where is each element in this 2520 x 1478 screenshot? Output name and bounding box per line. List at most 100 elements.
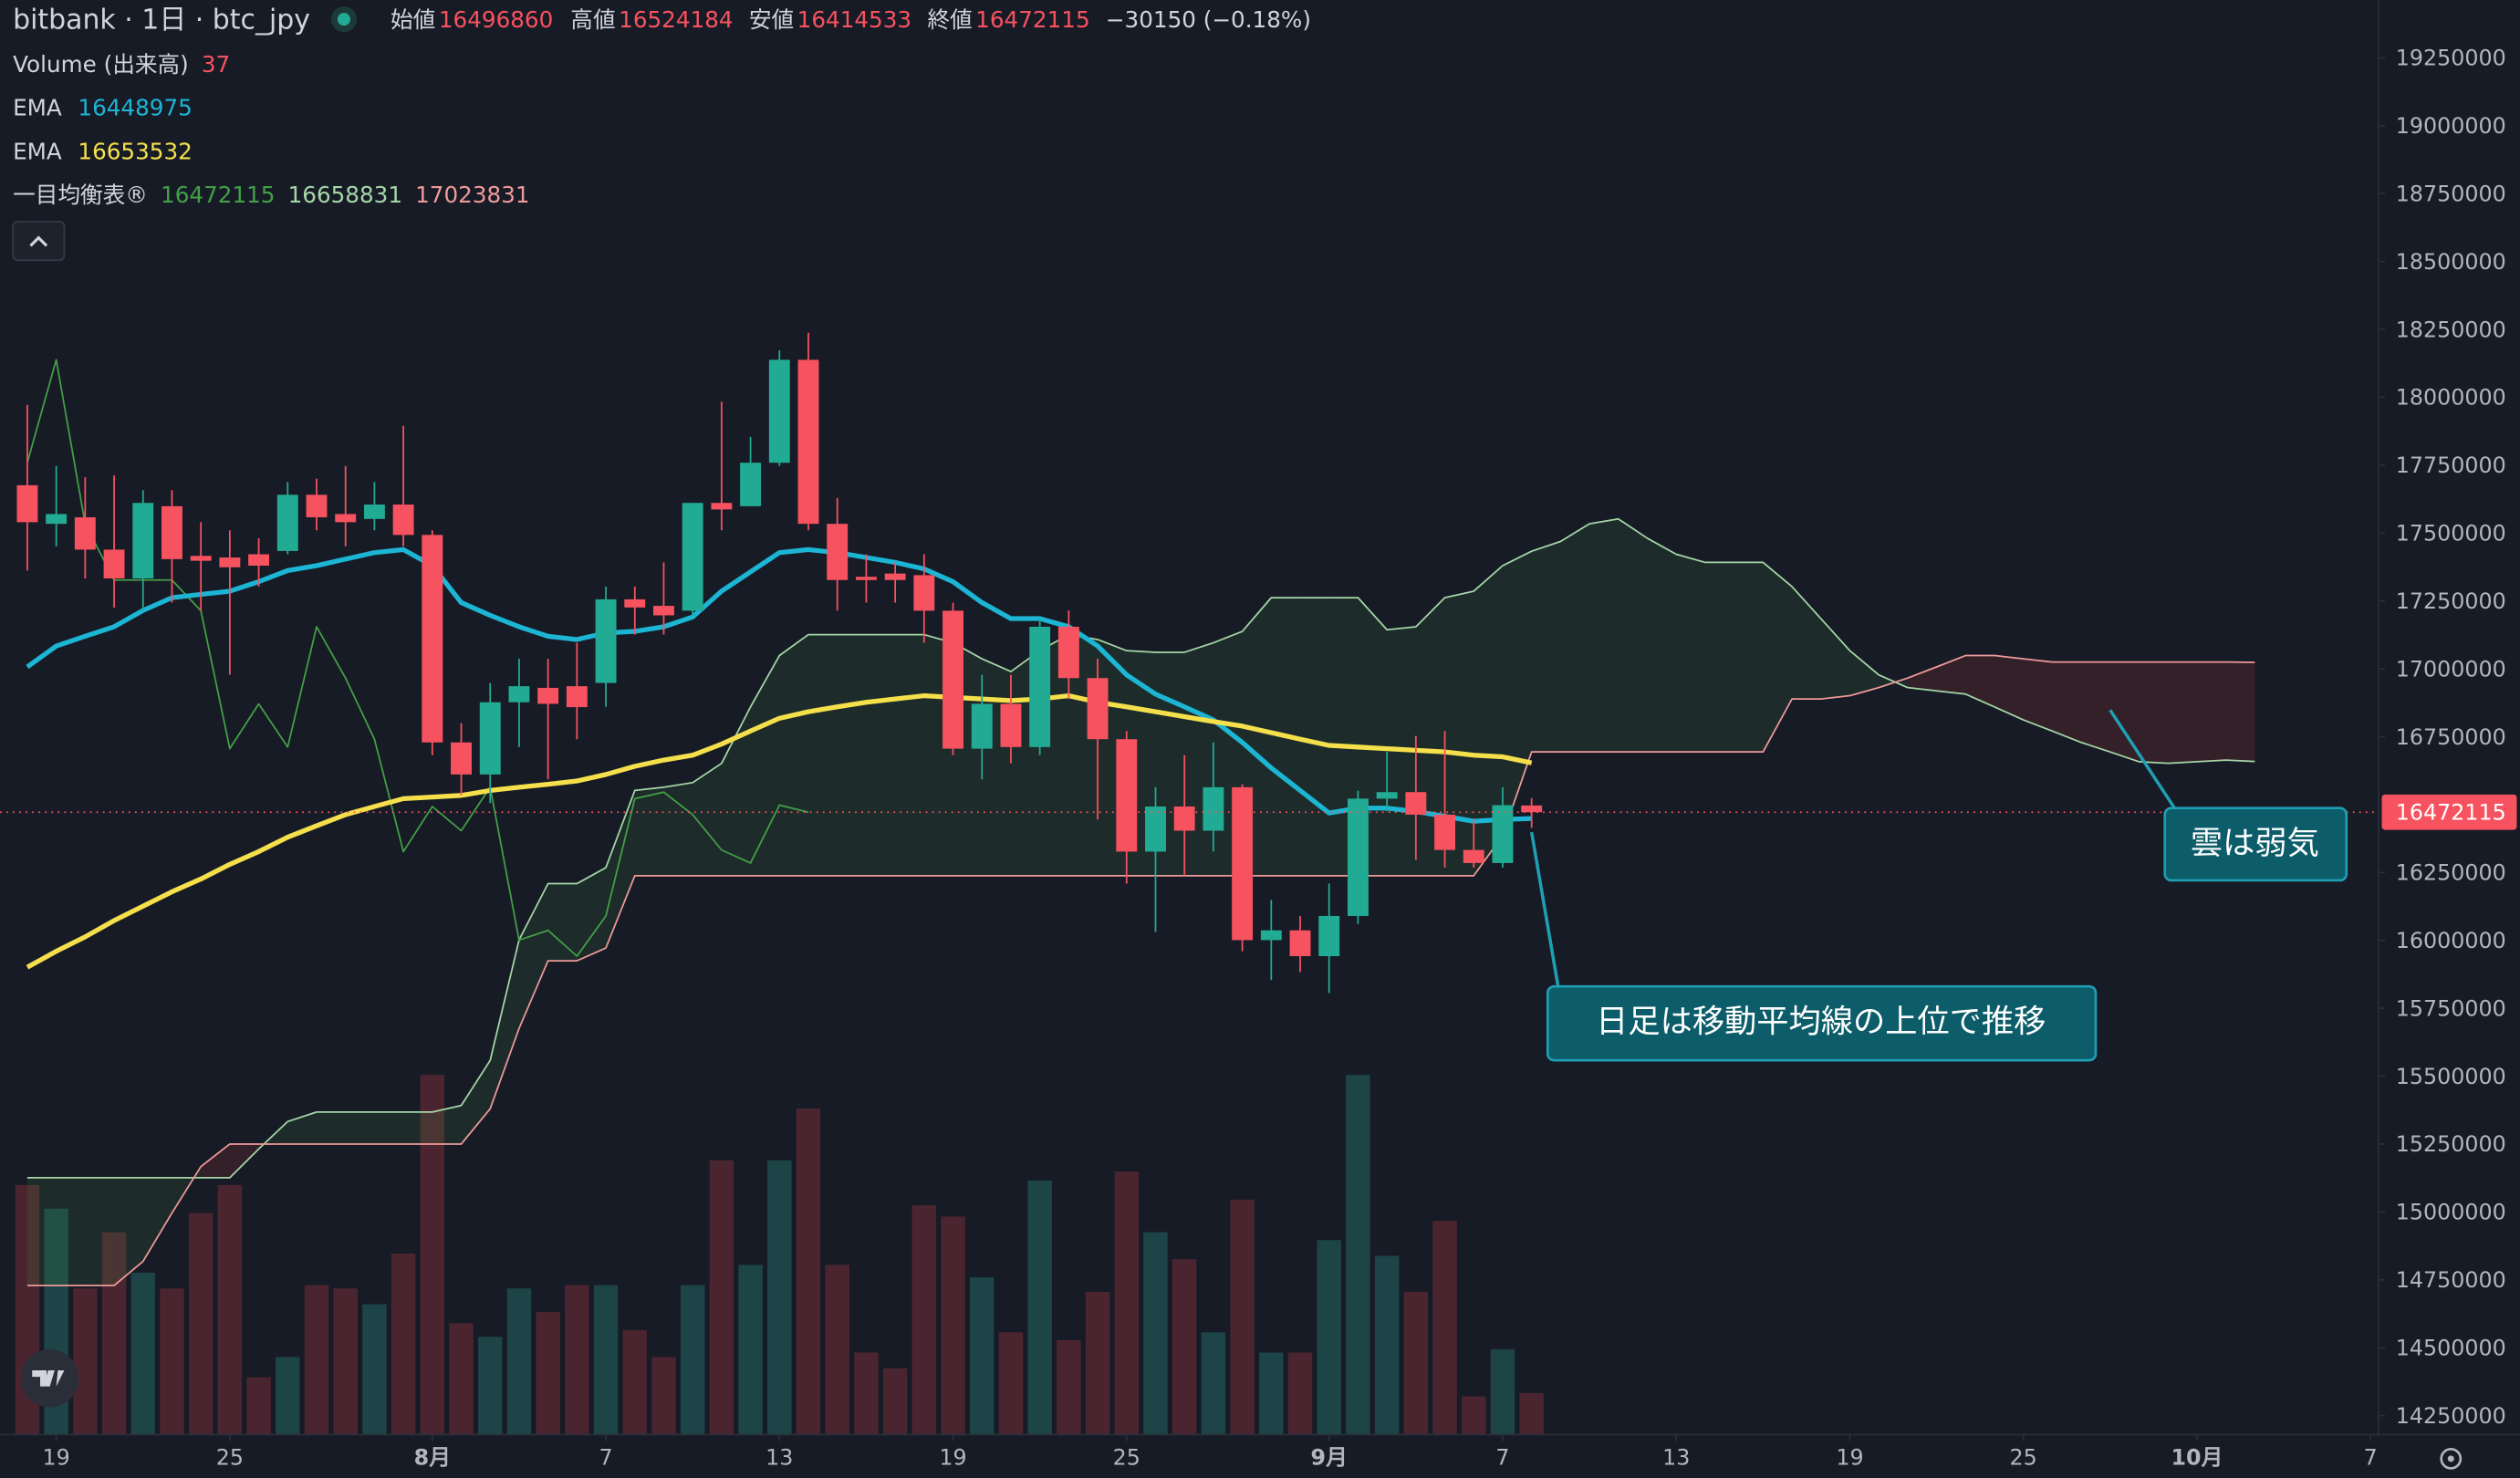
ichimoku-cloud <box>490 940 519 1109</box>
ichimoku-cloud <box>1734 562 1764 753</box>
ichimoku-cloud <box>808 634 838 876</box>
indicator-line <box>26 692 1533 970</box>
y-tick-label: 17500000 <box>2396 521 2506 546</box>
volume-bar <box>1346 1075 1370 1435</box>
ichimoku-cloud <box>345 1111 375 1144</box>
ohlc-low: 安値 16414533 <box>749 6 911 33</box>
ichimoku-cloud <box>432 1105 462 1144</box>
y-tick-label: 18500000 <box>2396 249 2506 275</box>
ichimoku-cloud <box>1763 562 1793 753</box>
ichimoku-cloud <box>1184 642 1213 876</box>
candle-body <box>103 549 125 578</box>
candle-body <box>855 577 877 580</box>
candle-body <box>1463 849 1484 863</box>
candle-body <box>653 606 674 616</box>
indicator-line <box>26 517 2255 1179</box>
annotation-box <box>2163 807 2348 882</box>
caret-icon[interactable] <box>29 235 48 247</box>
y-tick-label: 15000000 <box>2396 1200 2506 1225</box>
volume-bar <box>622 1329 647 1435</box>
candle-body <box>1145 807 1166 852</box>
candle-body <box>1405 792 1427 815</box>
ichimoku-cloud <box>1444 590 1474 876</box>
tv-logo[interactable] <box>20 1349 79 1408</box>
y-tick-label: 17250000 <box>2396 588 2506 614</box>
volume-bar <box>506 1288 532 1435</box>
y-tick-label: 18750000 <box>2396 181 2506 206</box>
change: −30150 (−0.18%) <box>1106 6 1311 33</box>
gear-icon[interactable] <box>2440 1447 2463 1470</box>
candle-body <box>1000 703 1022 747</box>
volume-bar <box>1230 1199 1255 1435</box>
label: EMA <box>13 138 62 164</box>
volume-bar <box>680 1285 705 1435</box>
x-tick-label: 25 <box>2010 1444 2037 1470</box>
candle-body <box>132 503 154 578</box>
candle-body <box>190 556 212 561</box>
volume-bar <box>1317 1240 1341 1435</box>
value: 16496860 <box>439 6 553 33</box>
volume-bar <box>911 1205 937 1435</box>
y-tick-label: 15250000 <box>2396 1131 2506 1157</box>
volume-bar <box>1027 1180 1052 1435</box>
y-tick-label: 18250000 <box>2396 317 2506 342</box>
candle-body <box>1434 814 1456 850</box>
volume-bar <box>593 1285 619 1435</box>
ichimoku-cloud <box>2225 661 2255 762</box>
value: 16472115 <box>975 6 1089 33</box>
candle-body <box>161 505 182 559</box>
ichimoku-cloud <box>26 1177 57 1286</box>
ichimoku-cloud <box>2081 661 2110 753</box>
candle-body <box>74 517 96 550</box>
ichimoku-cloud <box>1936 655 1966 694</box>
collapse-button[interactable] <box>12 221 66 262</box>
y-tick-label: 19250000 <box>2396 46 2506 71</box>
ichimoku-cloud <box>114 1177 143 1286</box>
ichimoku-cloud <box>634 786 664 876</box>
ichimoku-cloud <box>403 1111 432 1144</box>
x-tick-label: 13 <box>1662 1444 1690 1470</box>
ichimoku-cloud <box>1647 537 1677 753</box>
ichimoku-cloud <box>577 867 607 962</box>
ichimoku-cloud <box>1792 586 1821 700</box>
candle-body <box>913 575 935 611</box>
ichimoku-cloud <box>1849 651 1880 696</box>
volume-bar <box>478 1337 503 1435</box>
settings-button[interactable] <box>2440 1447 2463 1470</box>
y-tick-label: 15500000 <box>2396 1064 2506 1089</box>
ichimoku-cloud <box>2109 661 2140 762</box>
candle-body <box>451 742 472 775</box>
ichimoku-cloud <box>1560 524 1590 753</box>
volume-bar <box>1057 1339 1081 1435</box>
gear-center[interactable] <box>2447 1455 2454 1462</box>
x-tick-label: 10月 <box>2171 1444 2223 1470</box>
volume-bar <box>941 1216 965 1435</box>
annotation-text: 雲は弱気 <box>2191 825 2319 862</box>
candle-body <box>1029 626 1051 747</box>
label: Volume (出来高) <box>13 51 189 78</box>
x-tick-label: 19 <box>939 1444 966 1470</box>
button-frame[interactable] <box>12 221 66 262</box>
ichimoku-cloud <box>1820 619 1850 700</box>
ichimoku-cloud <box>518 883 548 1029</box>
candle-body <box>1173 807 1195 831</box>
ichimoku-cloud <box>1704 562 1734 753</box>
label: 一目均衡表® <box>13 182 148 208</box>
annotation-pointer <box>1529 831 1561 992</box>
candle-body <box>46 514 68 525</box>
candle-body <box>595 598 617 683</box>
candle-body <box>335 514 357 523</box>
volume-bar <box>449 1323 474 1435</box>
ema-legend: EMA 16653532 <box>13 138 193 164</box>
candle-body <box>797 359 819 525</box>
volume-bar <box>1519 1392 1544 1435</box>
candle-body <box>1347 798 1369 916</box>
ichimoku-cloud <box>1994 655 2024 721</box>
volume-bar <box>536 1312 560 1435</box>
ichimoku-cloud <box>461 1060 491 1144</box>
indicator-line <box>26 359 809 957</box>
ichimoku-cloud <box>2023 659 2053 732</box>
candle-body <box>306 494 328 518</box>
